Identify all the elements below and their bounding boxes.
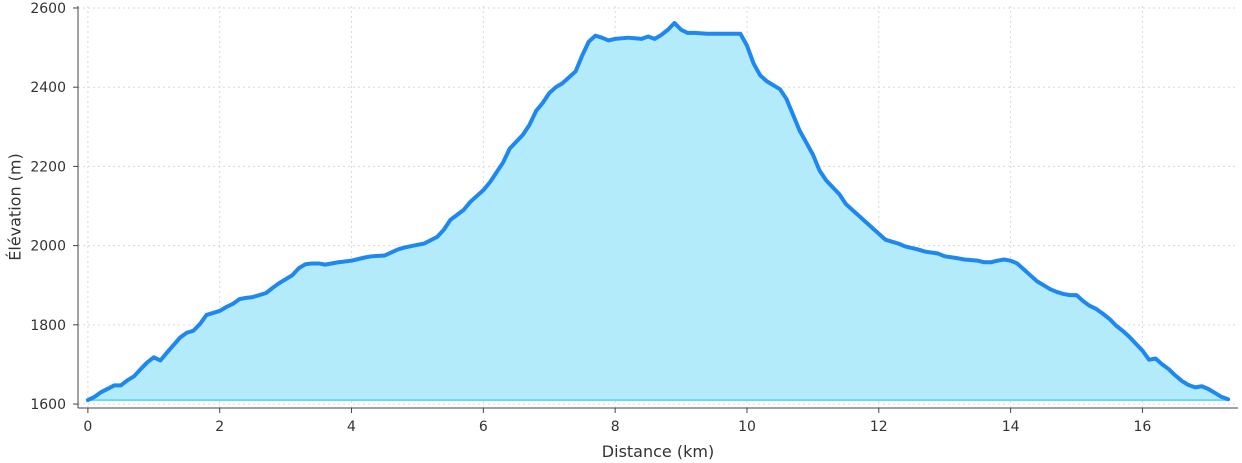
x-tick-label: 0 [83,419,92,435]
elevation-area [85,21,1231,403]
x-tick-label: 8 [611,419,620,435]
y-tick-label: 2200 [30,159,66,175]
chart-axes [77,6,1238,409]
elevation-line [85,21,1231,403]
x-tick-label: 14 [1002,419,1020,435]
x-tick-label: 16 [1134,419,1152,435]
y-tick-label: 1800 [30,318,66,334]
x-tick-label: 6 [479,419,488,435]
y-tick-label: 2600 [30,1,66,17]
axis-ticks: 0 2 4 6 8 10 12 14 16 1600 1800 2000 2200 2400 2600 [30,1,1151,435]
x-tick-label: 12 [870,419,888,435]
y-tick-label: 2000 [30,239,66,255]
x-tick-label: 2 [215,419,224,435]
y-tick-label: 2400 [30,80,66,96]
x-axis-title: Distance (km) [602,442,714,461]
y-axis-title: Élévation (m) [6,153,25,260]
y-tick-label: 1600 [30,397,66,413]
x-tick-label: 4 [347,419,356,435]
elevation-fill [87,23,1229,401]
x-tick-label: 10 [738,419,756,435]
